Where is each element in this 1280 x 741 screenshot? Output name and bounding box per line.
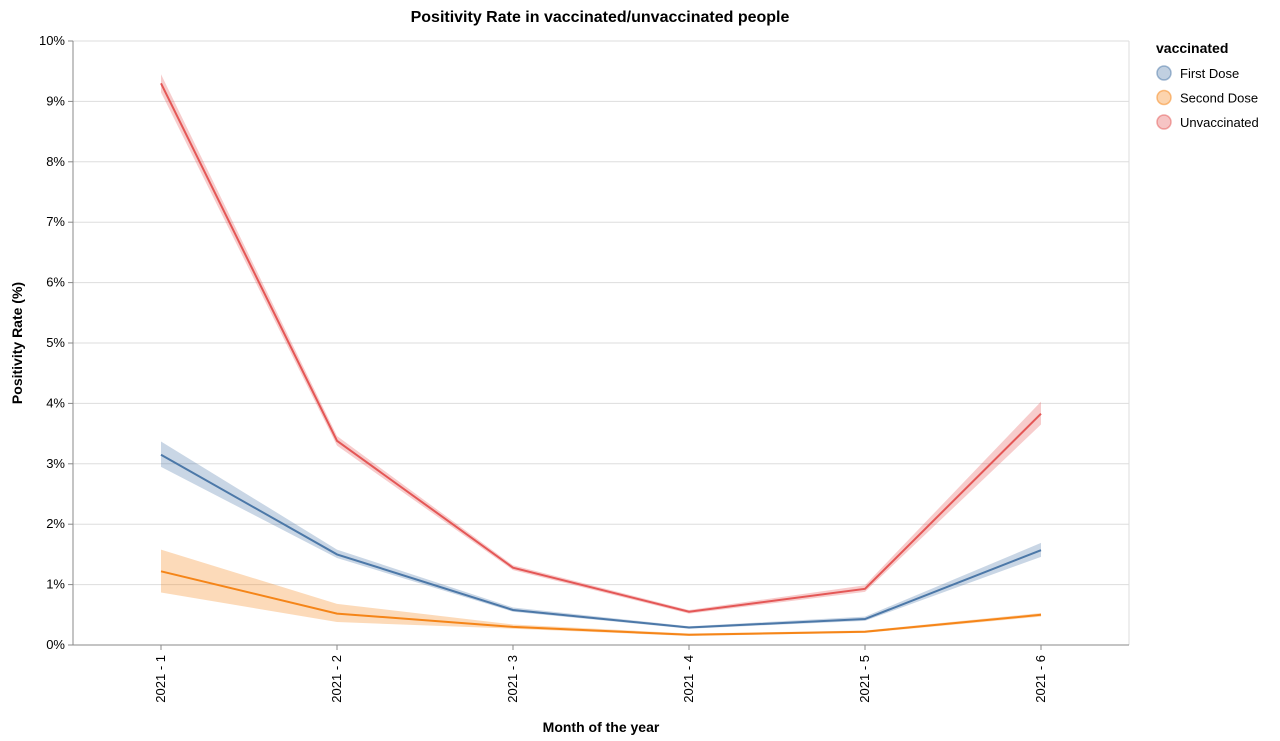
line-unvaccinated: [160, 82, 1042, 613]
line-second-dose: [160, 570, 1042, 636]
y-tick-label: 5%: [46, 335, 65, 350]
chart-title: Positivity Rate in vaccinated/unvaccinat…: [411, 9, 790, 26]
band-second-dose: [161, 549, 1041, 636]
y-tick-label: 1%: [46, 577, 65, 592]
y-tick-label: 4%: [46, 395, 65, 410]
axes: 0% 1% 2% 3% 4% 5% 6% 7% 8% 9% 10% 2021 - 1 2021 - 2 2…: [39, 33, 1129, 703]
y-tick-label: 6%: [46, 275, 65, 290]
y-tick-label: 7%: [46, 214, 65, 229]
line-first-dose: [160, 453, 1042, 629]
confidence-bands: [161, 74, 1041, 636]
legend-label: Unvaccinated: [1180, 115, 1259, 130]
series-lines: [160, 82, 1042, 636]
y-tick-label: 10%: [39, 33, 65, 48]
y-tick-label: 8%: [46, 154, 65, 169]
x-tick-label: 2021 - 3: [505, 655, 520, 703]
x-tick-label: 2021 - 6: [1033, 655, 1048, 703]
y-tick-label: 2%: [46, 516, 65, 531]
y-tick-label: 3%: [46, 456, 65, 471]
legend: vaccinated First Dose Second Dose Unvaccin…: [1156, 40, 1259, 130]
x-tick-label: 2021 - 2: [329, 655, 344, 703]
x-axis-title: Month of the year: [543, 719, 660, 735]
x-tick-label: 2021 - 1: [153, 655, 168, 703]
legend-symbol: [1156, 114, 1172, 130]
legend-symbol: [1156, 89, 1172, 106]
legend-symbol: [1156, 65, 1172, 81]
y-tick-label: 0%: [46, 637, 65, 652]
legend-title: vaccinated: [1156, 40, 1228, 56]
y-axis-title: Positivity Rate (%): [9, 282, 25, 404]
x-tick-label: 2021 - 4: [681, 655, 696, 703]
legend-label: Second Dose: [1180, 91, 1258, 106]
x-tick-label: 2021 - 5: [857, 655, 872, 703]
y-tick-label: 9%: [46, 93, 65, 108]
legend-label: First Dose: [1180, 66, 1239, 81]
grid-lines: [73, 40, 1130, 646]
